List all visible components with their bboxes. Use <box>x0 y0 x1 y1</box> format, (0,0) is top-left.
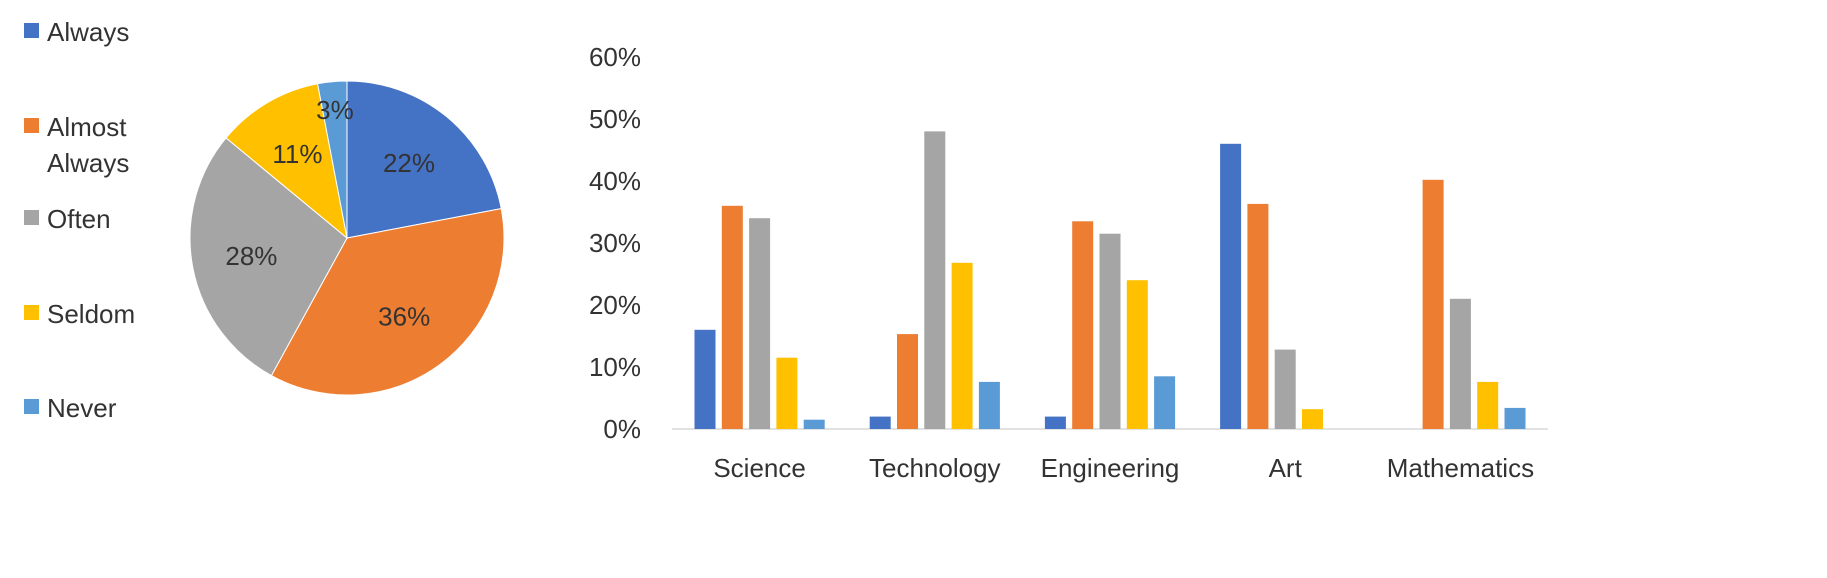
x-tick-label: Engineering <box>1041 453 1180 483</box>
pie-slice-label: 22% <box>383 148 435 178</box>
pie-legend-label: Seldom <box>47 299 135 329</box>
pie-slice <box>225 83 348 240</box>
bar-chart: 0% 10% 20% 30% 40% 50% 60% Science Technology Eng… <box>589 42 1548 483</box>
pie-slice <box>270 207 505 396</box>
pie-legend-label: Almost <box>47 112 127 142</box>
pie-slice <box>346 80 502 239</box>
pie-legend-swatch <box>24 118 39 133</box>
bar <box>1302 409 1323 429</box>
bar <box>1126 280 1148 429</box>
pie-legend-swatch <box>24 23 39 38</box>
pie-slice-label: 11% <box>272 139 322 169</box>
bar <box>869 416 891 429</box>
bar <box>1099 233 1121 429</box>
bar <box>1220 143 1242 430</box>
bar <box>1044 416 1066 429</box>
bar <box>1477 381 1499 429</box>
pie-legend-label: Always <box>47 17 129 47</box>
pie-legend-swatch <box>24 210 39 225</box>
y-tick-label: 50% <box>589 104 641 134</box>
bar <box>1154 376 1176 429</box>
bar <box>694 329 716 429</box>
pie-legend-label: Never <box>47 393 117 423</box>
bar <box>749 218 771 429</box>
bar <box>924 131 946 429</box>
pie-slice-label: 36% <box>378 302 430 332</box>
y-tick-label: 30% <box>589 228 641 258</box>
x-tick-label: Science <box>713 453 806 483</box>
pie-chart: 22% 36% 28% 11% 3% <box>189 80 505 396</box>
bar <box>951 262 973 429</box>
bar <box>897 334 918 429</box>
pie-legend-swatch <box>24 305 39 320</box>
pie-slice-label: 28% <box>225 241 277 271</box>
bar <box>1274 349 1296 429</box>
pie-legend-label: Always <box>47 148 129 178</box>
bar <box>1504 407 1526 429</box>
bar <box>1449 298 1471 429</box>
pie-slice <box>316 80 348 239</box>
bar <box>1247 203 1269 429</box>
pie-slice <box>189 137 348 377</box>
x-tick-label: Art <box>1269 453 1303 483</box>
y-tick-label: 0% <box>603 414 641 444</box>
pie-legend-swatch <box>24 399 39 414</box>
y-tick-label: 20% <box>589 290 641 320</box>
bar <box>1422 179 1444 429</box>
pie-legend: Always Almost Always Often Seldom Never <box>24 17 135 423</box>
pie-slice-label: 3% <box>316 95 354 125</box>
bar <box>776 357 798 429</box>
pie-legend-label: Often <box>47 204 111 234</box>
y-tick-label: 10% <box>589 352 641 382</box>
bar <box>978 381 1000 429</box>
x-tick-label: Mathematics <box>1387 453 1534 483</box>
bar <box>721 205 743 429</box>
y-tick-label: 40% <box>589 166 641 196</box>
x-tick-label: Technology <box>869 453 1001 483</box>
y-tick-label: 60% <box>589 42 641 72</box>
bar <box>803 419 825 429</box>
bar <box>1072 221 1094 429</box>
